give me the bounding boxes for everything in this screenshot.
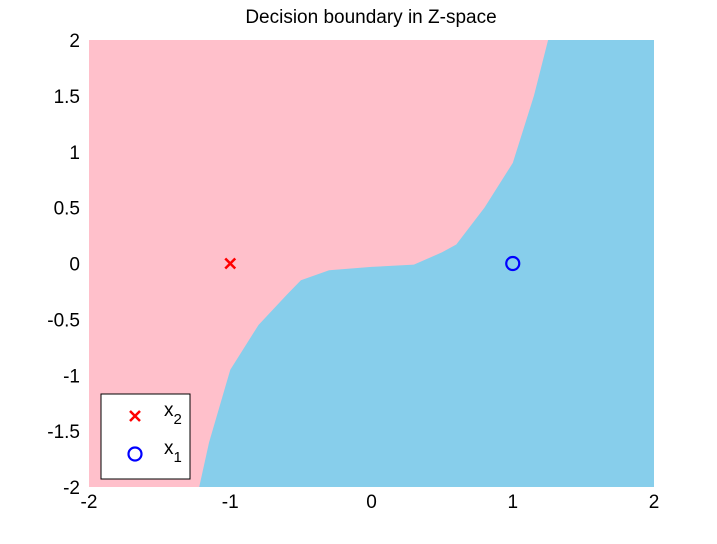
y-tick-label: -1 [63, 366, 80, 387]
y-tick-label: 1 [69, 143, 80, 164]
y-tick-label: -2 [63, 478, 80, 499]
chart-title: Decision boundary in Z-space [245, 7, 496, 28]
y-tick-label: 2 [69, 31, 80, 52]
axis-tick-labels: -2 -1 0 1 2 2 1.5 1 0.5 0 -0.5 -1 -1.5 -2 [47, 31, 659, 513]
x-tick-label: -1 [222, 492, 239, 513]
marker-x2 [224, 257, 237, 270]
y-tick-label: -1.5 [47, 422, 80, 443]
x-tick-label: -2 [81, 492, 98, 513]
y-tick-label: 0 [69, 255, 80, 276]
legend-marker-x1 [127, 446, 143, 462]
y-tick-label: 0.5 [54, 199, 80, 220]
region-x2 [89, 40, 549, 487]
legend-subscript: 2 [174, 411, 182, 428]
legend-marker-x2 [129, 410, 141, 422]
legend-subscript: 1 [174, 449, 182, 466]
x-tick-label: 0 [366, 492, 377, 513]
legend-box [100, 393, 191, 480]
x-tick-label: 1 [507, 492, 518, 513]
y-tick-label: -0.5 [47, 310, 80, 331]
marker-x1 [505, 255, 521, 272]
y-tick-label: 1.5 [54, 87, 80, 108]
x-tick-label: 2 [649, 492, 660, 513]
